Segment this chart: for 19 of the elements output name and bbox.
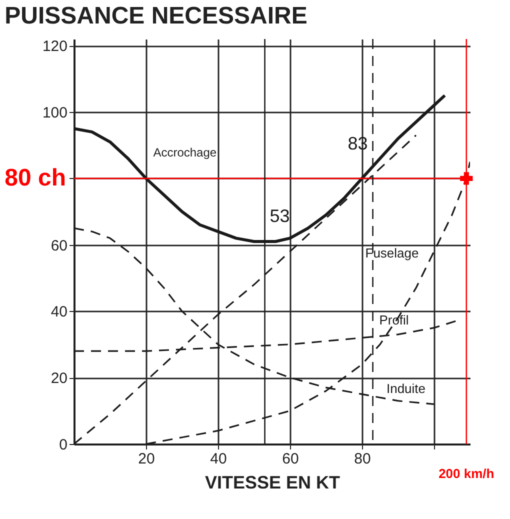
ref-line-label: 200 km/h	[438, 466, 494, 481]
x-axis-title: VITESSE EN KT	[204, 472, 340, 492]
y-tick-label: 100	[42, 104, 68, 122]
series-label: Induite	[386, 380, 426, 396]
y-tick-label: 20	[50, 370, 68, 388]
y-tick-label: 60	[50, 237, 68, 254]
x-tick-label: 20	[138, 450, 155, 468]
y-tick-label: 40	[50, 304, 68, 321]
series-label: Profil	[379, 312, 409, 328]
x-tick-label: 80	[354, 450, 371, 468]
chart-title: PUISSANCE NECESSAIRE	[4, 2, 308, 30]
y-tick-label: 0	[59, 436, 68, 454]
ref-line-label: 80 ch	[4, 164, 66, 192]
x-tick-label: 60	[282, 450, 299, 468]
annotation: Accrochage	[153, 145, 217, 160]
ref-line-label: 53	[270, 206, 290, 226]
x-tick-label: 40	[210, 450, 227, 468]
series-label: Fuselage	[365, 245, 419, 260]
y-tick-label: 120	[42, 38, 68, 56]
